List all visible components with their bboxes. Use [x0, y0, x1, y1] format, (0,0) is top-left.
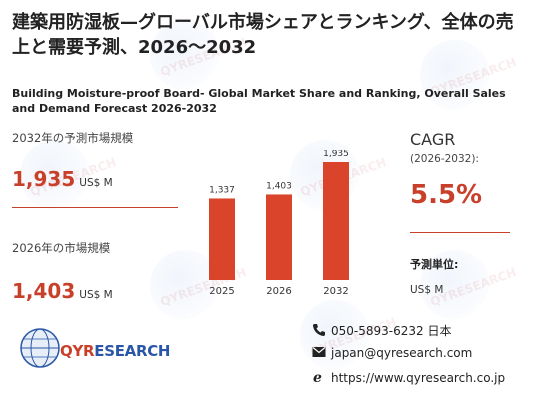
- unit-value: US$ M: [410, 284, 444, 296]
- globe-icon: [20, 328, 60, 368]
- phone-icon: [312, 323, 328, 340]
- unit-label: 予測単位:: [410, 258, 459, 271]
- web-icon: e: [312, 370, 328, 387]
- divider-line: [410, 232, 510, 233]
- x-tick-label: 2032: [323, 286, 348, 297]
- bar-2032: [323, 162, 349, 280]
- cagr-label: CAGR: [410, 130, 456, 149]
- market-2026-unit: US$ M: [79, 289, 113, 301]
- forecast-2032-unit: US$ M: [79, 177, 113, 189]
- cagr-value: 5.5%: [410, 180, 483, 210]
- page-subtitle: Building Moisture-proof Board- Global Ma…: [12, 87, 506, 115]
- email-link[interactable]: japan@qyresearch.com: [331, 346, 473, 360]
- bar-value-label: 1,403: [266, 181, 292, 191]
- bar-2026: [266, 194, 292, 280]
- x-tick-label: 2026: [266, 286, 291, 297]
- forecast-2032-number: 1,935: [12, 167, 76, 191]
- page-title: 建築用防湿板—グローバル市場シェアとランキング、全体の売上と需要予測、2026～…: [12, 12, 514, 58]
- bar-2025: [209, 198, 235, 280]
- mail-icon: [312, 346, 328, 361]
- market-2026-number: 1,403: [12, 279, 76, 303]
- divider-line: [12, 207, 178, 208]
- qyresearch-logo: QYRESEARCH: [18, 318, 170, 378]
- bar-value-label: 1,935: [323, 150, 349, 159]
- forecast-2032-value: 1,935 US$ M: [12, 167, 113, 191]
- bar-chart: 1,337 2025 1,403 2026 1,935 2032: [209, 150, 349, 297]
- contact-website: e https://www.qyresearch.co.jp: [312, 370, 505, 387]
- forecast-2032-label: 2032年の予測市場規模: [12, 131, 134, 145]
- website-link[interactable]: https://www.qyresearch.co.jp: [331, 371, 506, 385]
- contact-phone: 050-5893-6232 日本: [312, 322, 451, 340]
- x-tick-label: 2025: [209, 286, 234, 297]
- phone-number: 050-5893-6232 日本: [331, 324, 452, 338]
- logo-wordmark: QYRESEARCH: [60, 342, 171, 360]
- cagr-period: (2026-2032):: [410, 153, 479, 165]
- bar-value-label: 1,337: [209, 185, 235, 195]
- contact-email: japan@qyresearch.com: [312, 346, 472, 361]
- svg-text:e: e: [313, 370, 322, 384]
- market-2026-value: 1,403 US$ M: [12, 279, 113, 303]
- market-2026-label: 2026年の市場規模: [12, 241, 111, 255]
